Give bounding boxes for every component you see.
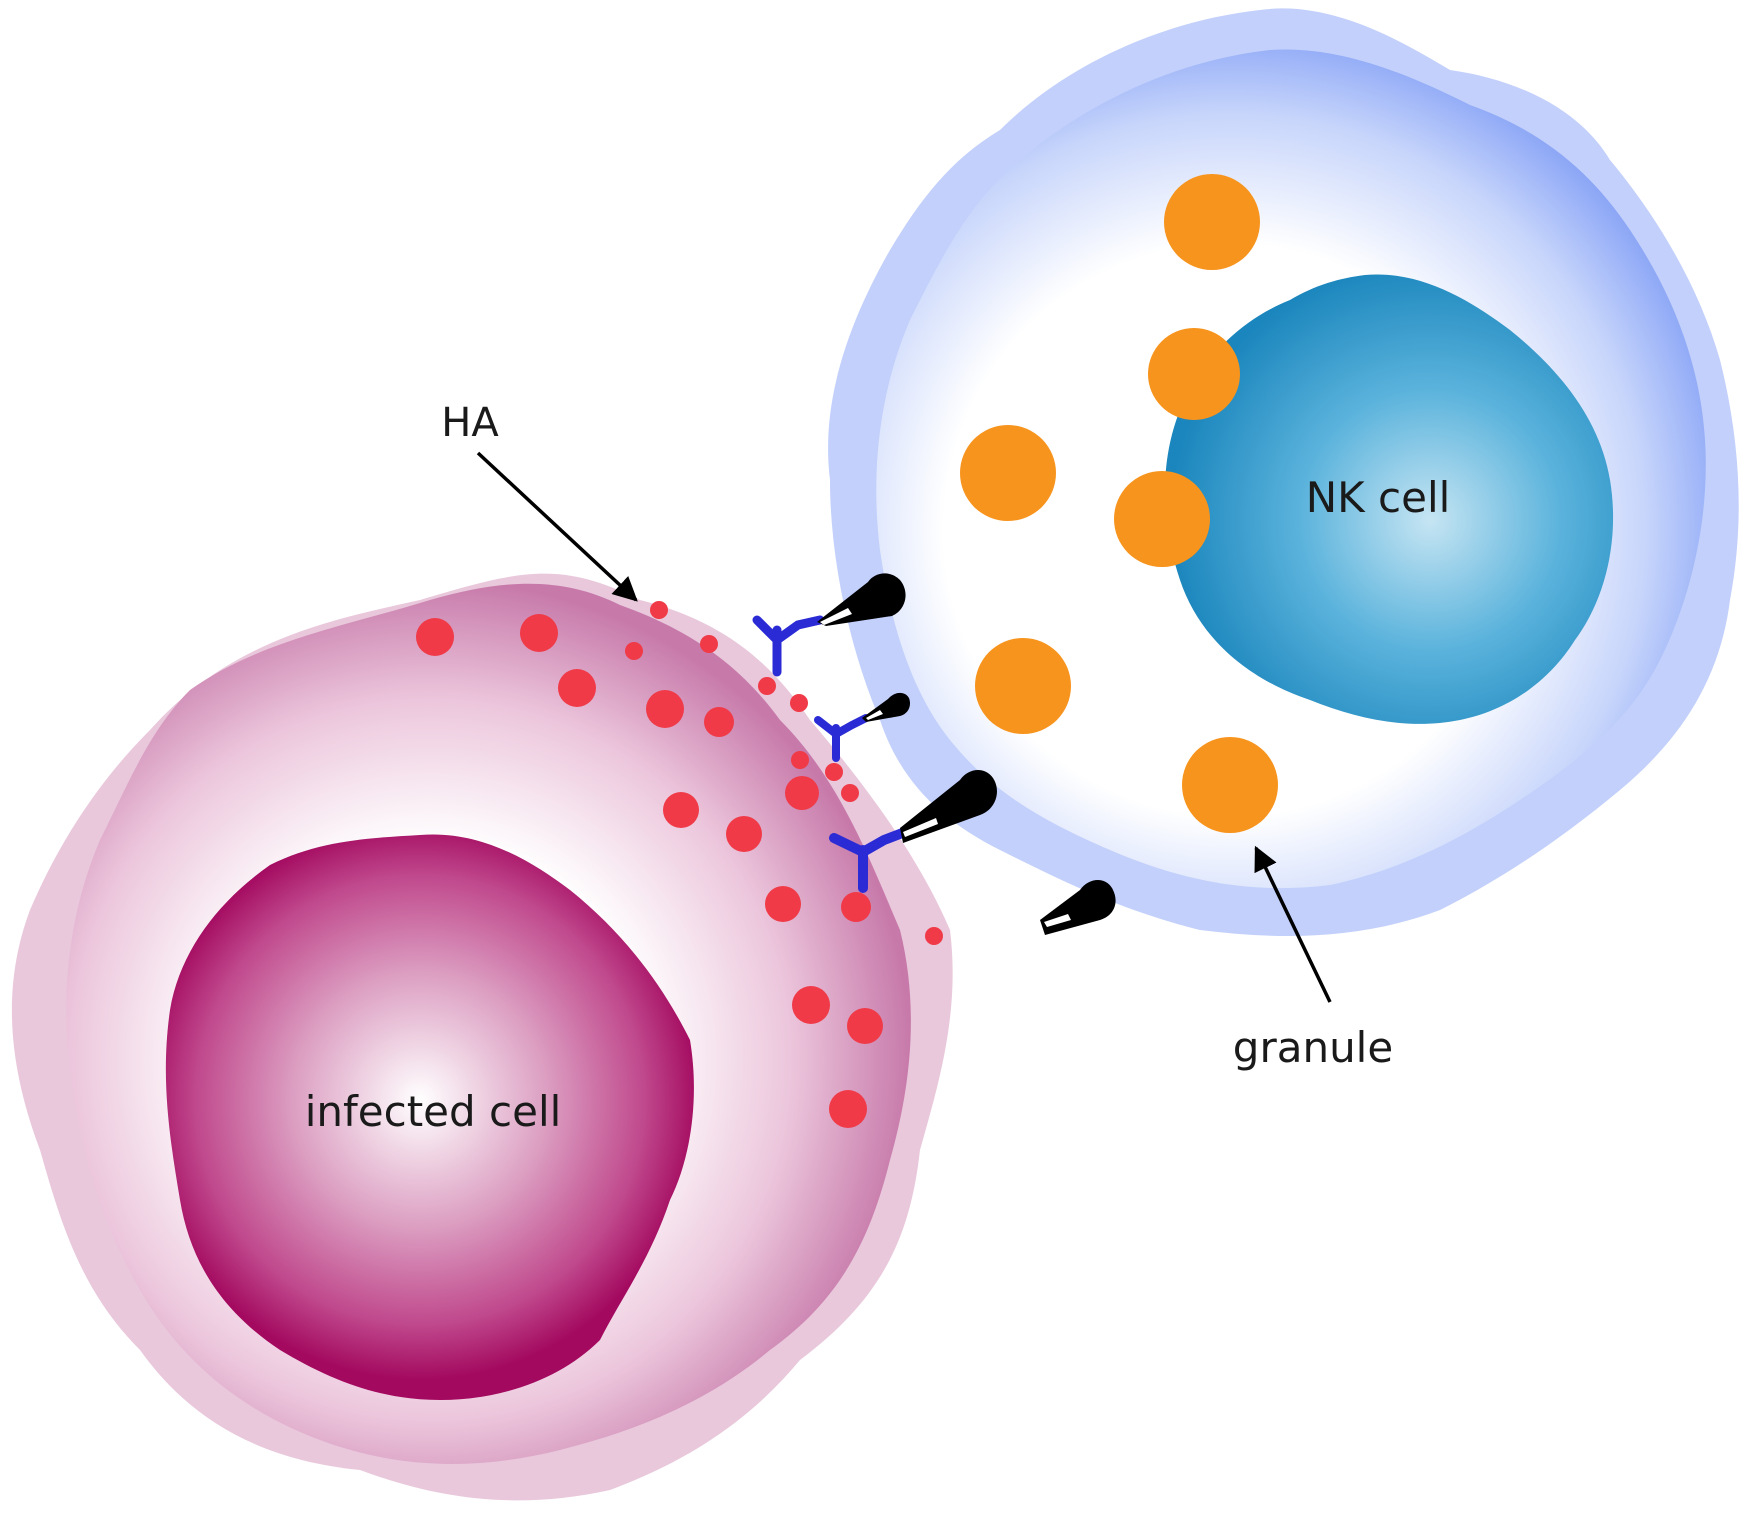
ha-dot <box>847 1008 883 1044</box>
ha-dot <box>625 642 643 660</box>
ha-dot <box>726 816 762 852</box>
infected-cell-nucleus <box>165 834 694 1400</box>
ha-arrow <box>476 451 638 602</box>
ha-dot <box>790 694 808 712</box>
granule-arrow <box>1254 845 1332 1003</box>
fc-receptor-notch <box>1044 914 1071 927</box>
ha-dot <box>841 784 859 802</box>
ha-dot <box>416 618 454 656</box>
ha-dot <box>663 792 699 828</box>
granule <box>1182 737 1278 833</box>
ha-dot <box>825 763 843 781</box>
nk-cell-nucleus <box>1165 274 1614 724</box>
ha-dot <box>765 886 801 922</box>
ha-label: HA <box>441 400 499 446</box>
ha-dot <box>792 986 830 1024</box>
fc-receptor-notch <box>820 608 852 625</box>
ha-dot <box>791 751 809 769</box>
granule <box>960 425 1056 521</box>
ha-dot <box>925 927 943 945</box>
ha-dot <box>785 776 819 810</box>
ha-dot <box>558 669 596 707</box>
ha-dot <box>646 690 684 728</box>
granule <box>1114 471 1210 567</box>
infected-cell <box>11 573 953 1501</box>
granule <box>975 638 1071 734</box>
antibody <box>752 615 825 677</box>
granule <box>1148 328 1240 420</box>
nk-cell-label: NK cell <box>1306 473 1451 522</box>
ha-dot <box>829 1090 867 1128</box>
fc-receptor <box>1040 879 1116 935</box>
granules <box>960 174 1278 833</box>
ha-dot <box>520 614 558 652</box>
granule <box>1164 174 1260 270</box>
fc-receptor-notch <box>866 710 883 720</box>
granule-label: granule <box>1233 1023 1393 1072</box>
ha-particles <box>416 601 943 1128</box>
infected-cell-label: infected cell <box>305 1087 562 1136</box>
ha-dot <box>700 635 718 653</box>
ha-dot <box>650 601 668 619</box>
fc-receptor-notch <box>903 818 938 837</box>
antibody <box>829 827 910 893</box>
antibody <box>814 714 870 762</box>
ha-dot <box>841 892 871 922</box>
ha-dot <box>704 707 734 737</box>
ha-dot <box>758 677 776 695</box>
